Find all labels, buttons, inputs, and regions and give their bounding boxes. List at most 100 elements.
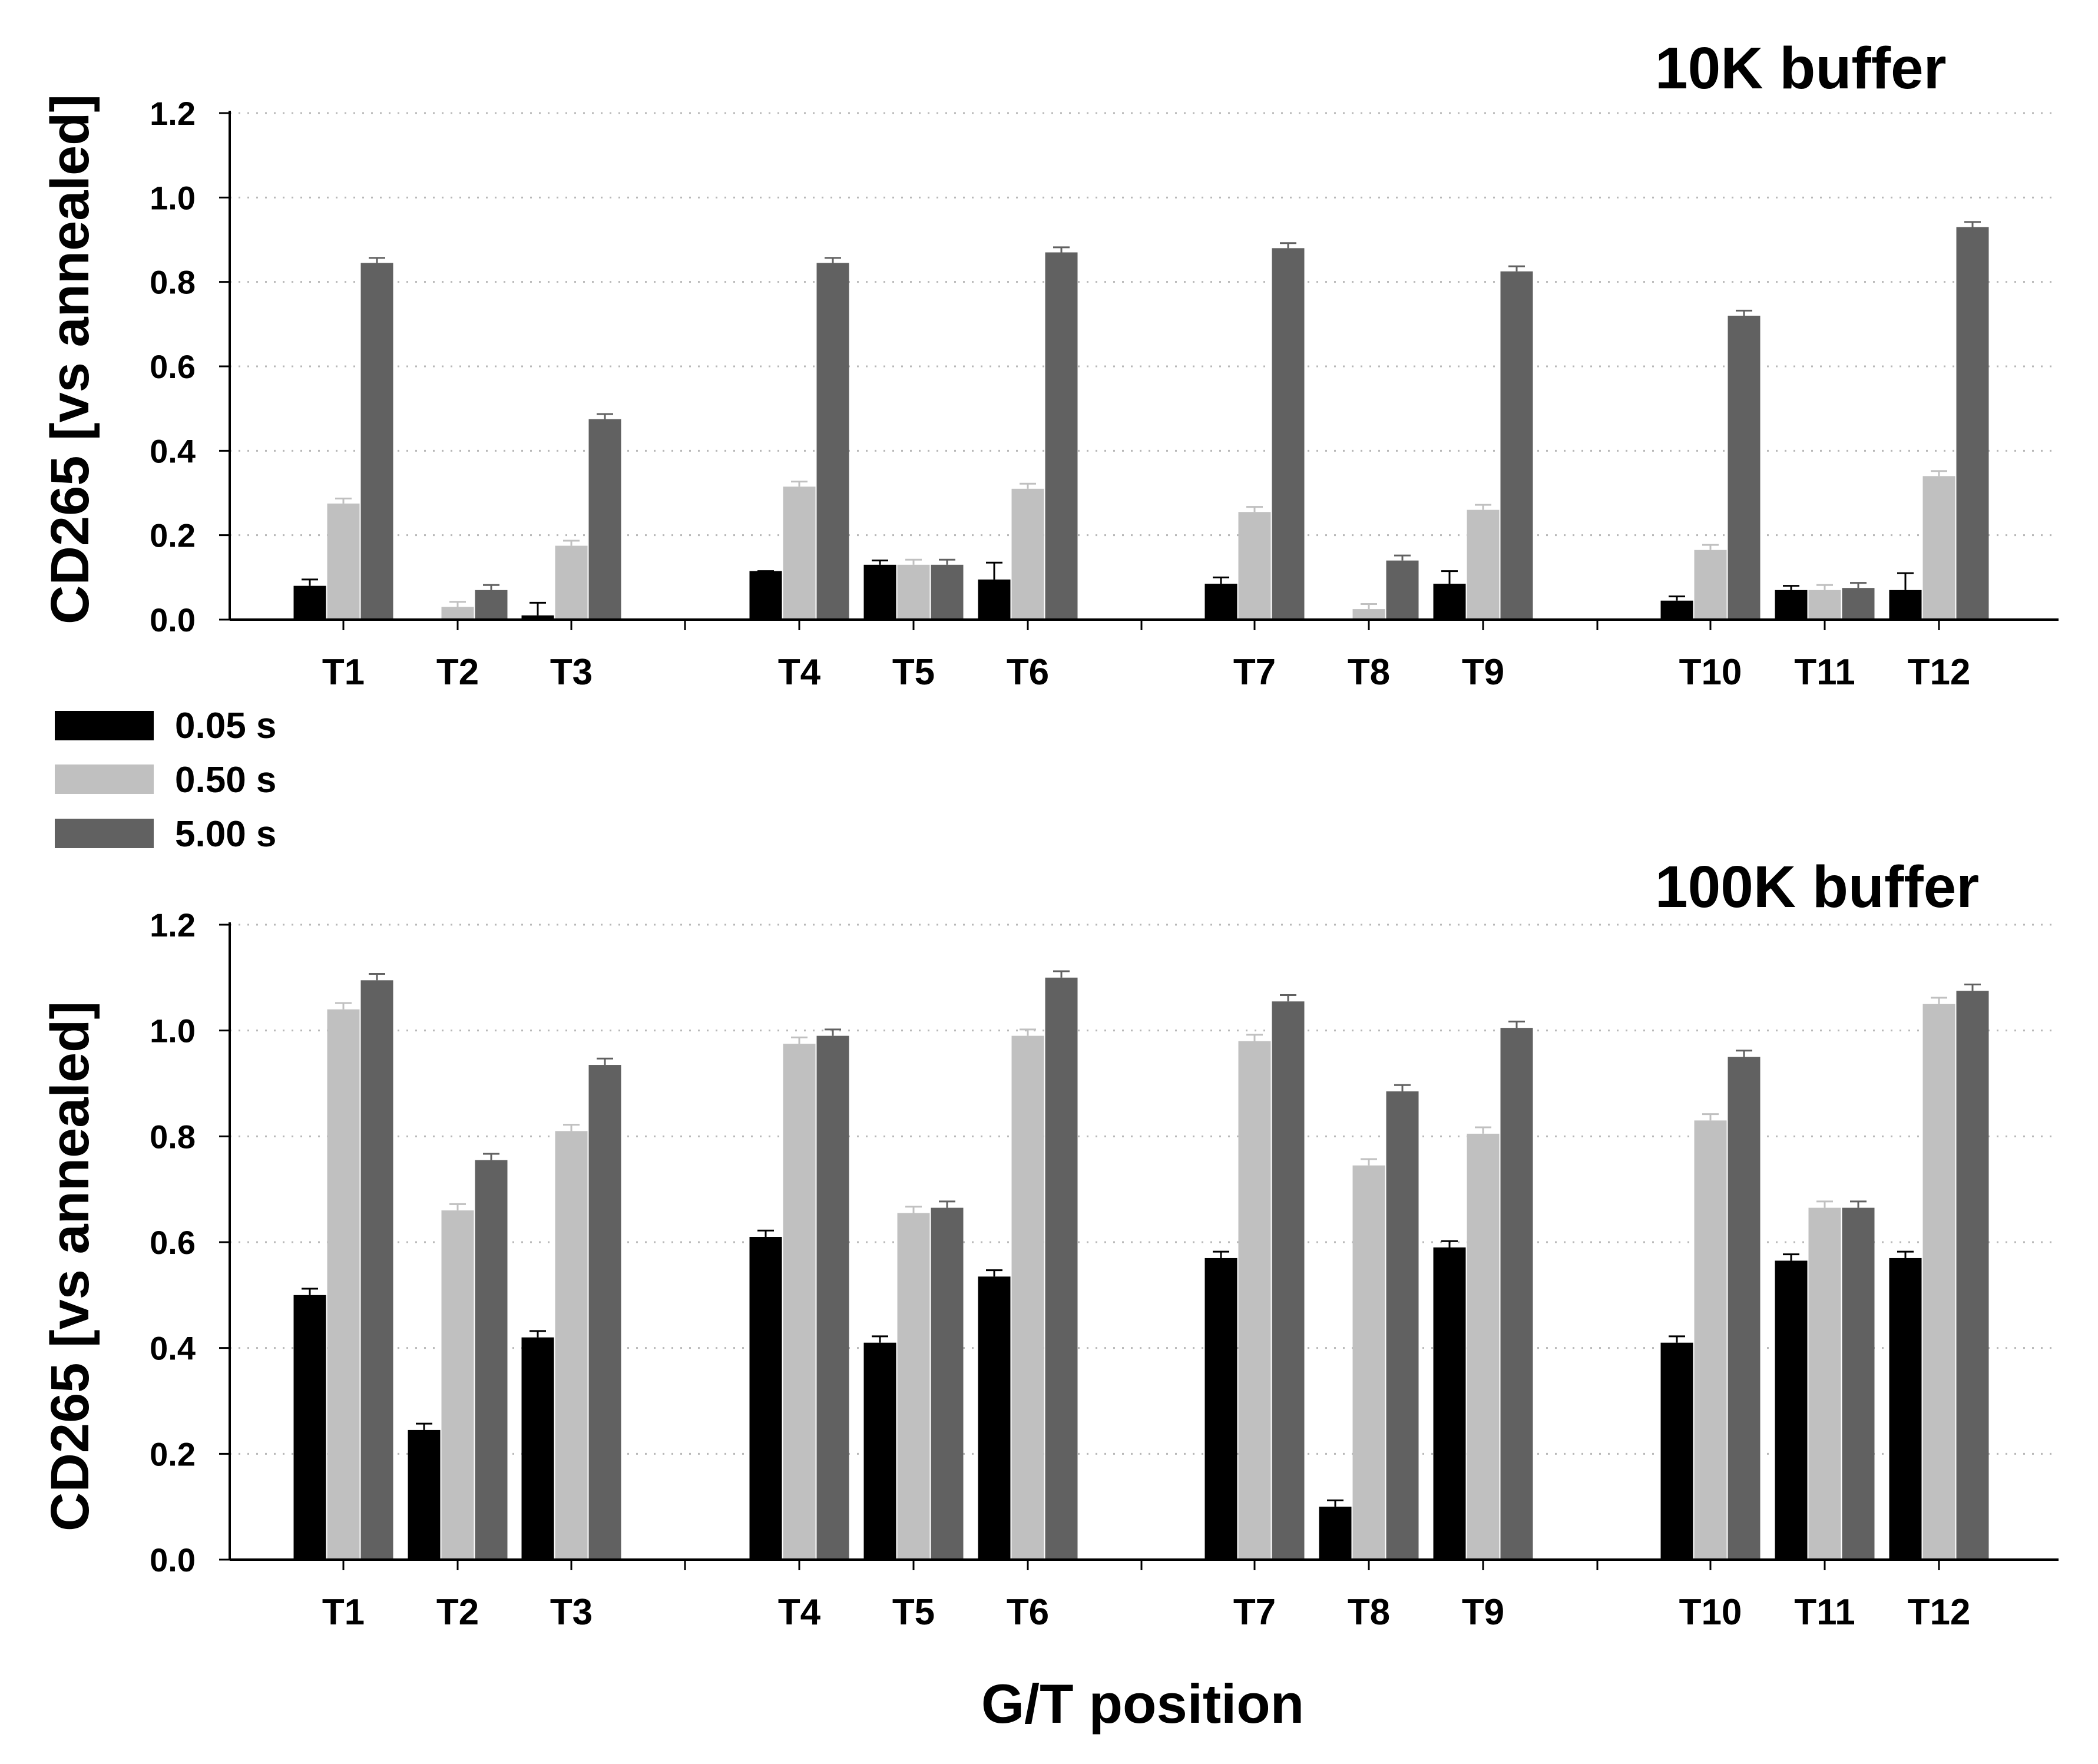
bar (555, 1131, 588, 1560)
bar (1808, 590, 1841, 620)
x-tick-label: T11 (1794, 652, 1855, 693)
bar (1386, 1091, 1419, 1560)
gridlines (230, 112, 2059, 537)
y-tick-label: 0.6 (150, 1224, 196, 1261)
bar (1956, 227, 1989, 620)
bar (588, 419, 621, 620)
bar (327, 1009, 360, 1560)
bar (749, 1237, 782, 1560)
bar (1433, 584, 1466, 620)
x-tick-label: T8 (1348, 1592, 1390, 1633)
y-tick-label: 0.4 (150, 1330, 196, 1367)
bar (897, 564, 930, 620)
bar (1842, 1207, 1875, 1560)
bar (1956, 991, 1989, 1560)
bar (1272, 1001, 1305, 1560)
bar (1728, 316, 1761, 620)
x-tick-label: T12 (1908, 652, 1971, 693)
x-tick-label: T1 (322, 652, 365, 693)
legend-label: 0.50 s (175, 760, 276, 800)
bar (816, 1035, 849, 1560)
x-tick-labels: T1 T2 T3 T4 T5 T6 T7 T8 T9 T10 T11 T12 (322, 1592, 1971, 1633)
x-tick-label: T8 (1348, 652, 1390, 693)
bar (588, 1065, 621, 1560)
x-tick-label: T4 (778, 652, 821, 693)
bar (816, 263, 849, 620)
y-tick-label: 0.0 (150, 1541, 196, 1578)
x-tick-label: T5 (892, 652, 935, 693)
legend-swatch-0-50s (55, 764, 154, 794)
bar (1694, 550, 1727, 620)
y-axis-title: CD265 [vs annealed] (40, 1001, 100, 1531)
panel-title: 10K buffer (1655, 35, 1947, 101)
bar (1922, 476, 1955, 620)
bar (293, 1295, 326, 1560)
x-tick-label: T6 (1007, 1592, 1049, 1633)
x-tick-label: T7 (1233, 652, 1276, 693)
bar (441, 1210, 474, 1560)
x-tick-label: T3 (550, 652, 593, 693)
bar (360, 980, 393, 1560)
x-tick-label: T10 (1679, 652, 1742, 693)
x-tick-label: T9 (1462, 1592, 1504, 1633)
y-axis-title: CD265 [vs annealed] (40, 94, 100, 624)
bar (1319, 1507, 1352, 1560)
bar (1467, 509, 1500, 620)
bar (1889, 1257, 1922, 1560)
axes (219, 922, 2059, 1570)
bar (521, 615, 554, 620)
bar-group (293, 221, 1989, 620)
bar (1500, 1028, 1533, 1560)
y-tick-label: 0.0 (150, 601, 196, 638)
bar (1842, 588, 1875, 620)
x-tick-label: T2 (436, 652, 479, 693)
x-tick-label: T9 (1462, 652, 1504, 693)
y-tick-label: 0.8 (150, 1118, 196, 1155)
bar (293, 585, 326, 620)
bar (1204, 584, 1237, 620)
bar (783, 486, 816, 620)
bar (1694, 1120, 1727, 1560)
legend-label: 5.00 s (175, 814, 276, 855)
y-tick-label: 1.0 (150, 179, 196, 216)
bar (1922, 1004, 1955, 1560)
x-tick-labels: T1 T2 T3 T4 T5 T6 T7 T8 T9 T10 T11 T12 (322, 652, 1971, 693)
bar (978, 1276, 1011, 1560)
legend-swatch-0-05s (55, 711, 154, 740)
legend-label: 0.05 s (175, 706, 276, 746)
bar (360, 263, 393, 620)
x-tick-label: T5 (892, 1592, 935, 1633)
bar (1889, 590, 1922, 620)
bar (863, 564, 896, 620)
bar (475, 590, 508, 620)
x-tick-label: T10 (1679, 1592, 1742, 1633)
bar (1728, 1057, 1761, 1560)
panel-title: 100K buffer (1655, 854, 1979, 920)
bar (931, 1207, 964, 1560)
bar (1352, 1165, 1385, 1560)
bar (1011, 488, 1044, 620)
bar (1272, 248, 1305, 620)
x-axis-title: G/T position (981, 1673, 1304, 1735)
y-tick-label: 1.2 (150, 95, 196, 132)
bar (327, 503, 360, 620)
bar (555, 545, 588, 620)
x-tick-label: T3 (550, 1592, 593, 1633)
bar (863, 1342, 896, 1560)
bar (1775, 1260, 1808, 1560)
bar (441, 607, 474, 620)
y-tick-label: 1.0 (150, 1012, 196, 1050)
bar (1500, 271, 1533, 620)
bar (1045, 977, 1078, 1560)
bar (1433, 1247, 1466, 1560)
bar (475, 1160, 508, 1560)
bar (897, 1213, 930, 1560)
axes (219, 111, 2059, 630)
bar (1467, 1133, 1500, 1560)
y-tick-label: 0.2 (150, 517, 196, 554)
bar (1045, 252, 1078, 620)
x-tick-label: T11 (1794, 1592, 1855, 1633)
bar (1808, 1207, 1841, 1560)
bar-group (293, 970, 1989, 1560)
